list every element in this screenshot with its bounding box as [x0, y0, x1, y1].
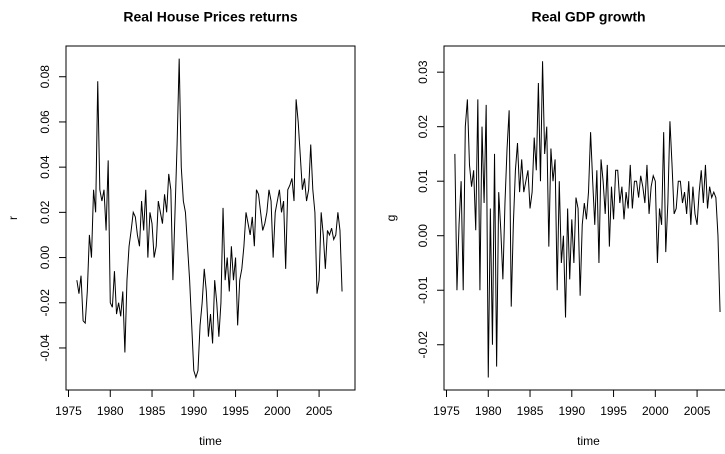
y-tick-label: -0.01	[416, 276, 430, 304]
plot-box	[65, 45, 356, 391]
y-tick-label: 0.08	[38, 65, 52, 89]
x-axis-label: time	[199, 434, 222, 448]
y-tick-label: 0.06	[38, 110, 52, 134]
y-tick-label: -0.02	[416, 331, 430, 359]
y-tick-label: 0.04	[38, 155, 52, 179]
x-tick-label: 1985	[139, 404, 166, 418]
x-tick-label: 2000	[642, 404, 669, 418]
x-tick-label: 2005	[306, 404, 333, 418]
x-tick-label: 1980	[475, 404, 502, 418]
x-axis-label: time	[577, 434, 600, 448]
series-line	[76, 58, 343, 380]
x-tick-label: 1990	[180, 404, 207, 418]
chart-title: Real House Prices returns	[123, 9, 298, 25]
x-tick-label: 1985	[517, 404, 544, 418]
y-tick-label: -0.04	[38, 334, 52, 362]
x-tick-label: 2005	[684, 404, 711, 418]
x-tick-label: 1975	[55, 404, 82, 418]
y-tick-label: 0.02	[416, 115, 430, 139]
y-axis-label: g	[384, 215, 398, 222]
chart-title: Real GDP growth	[531, 9, 645, 25]
y-tick-label: 0.02	[38, 200, 52, 224]
series-line	[454, 61, 721, 378]
y-tick-label: -0.02	[38, 289, 52, 317]
plot-box	[443, 45, 725, 391]
x-tick-label: 1990	[558, 404, 585, 418]
x-tick-label: 1995	[600, 404, 627, 418]
y-tick-label: 0.00	[38, 246, 52, 270]
x-tick-label: 1975	[433, 404, 460, 418]
y-tick-label: 0.01	[416, 169, 430, 193]
y-tick-label: 0.03	[416, 60, 430, 84]
x-tick-label: 1980	[97, 404, 124, 418]
x-tick-label: 2000	[264, 404, 291, 418]
y-tick-label: 0.00	[416, 224, 430, 248]
x-tick-label: 1995	[222, 404, 249, 418]
y-axis-label: r	[6, 216, 20, 220]
